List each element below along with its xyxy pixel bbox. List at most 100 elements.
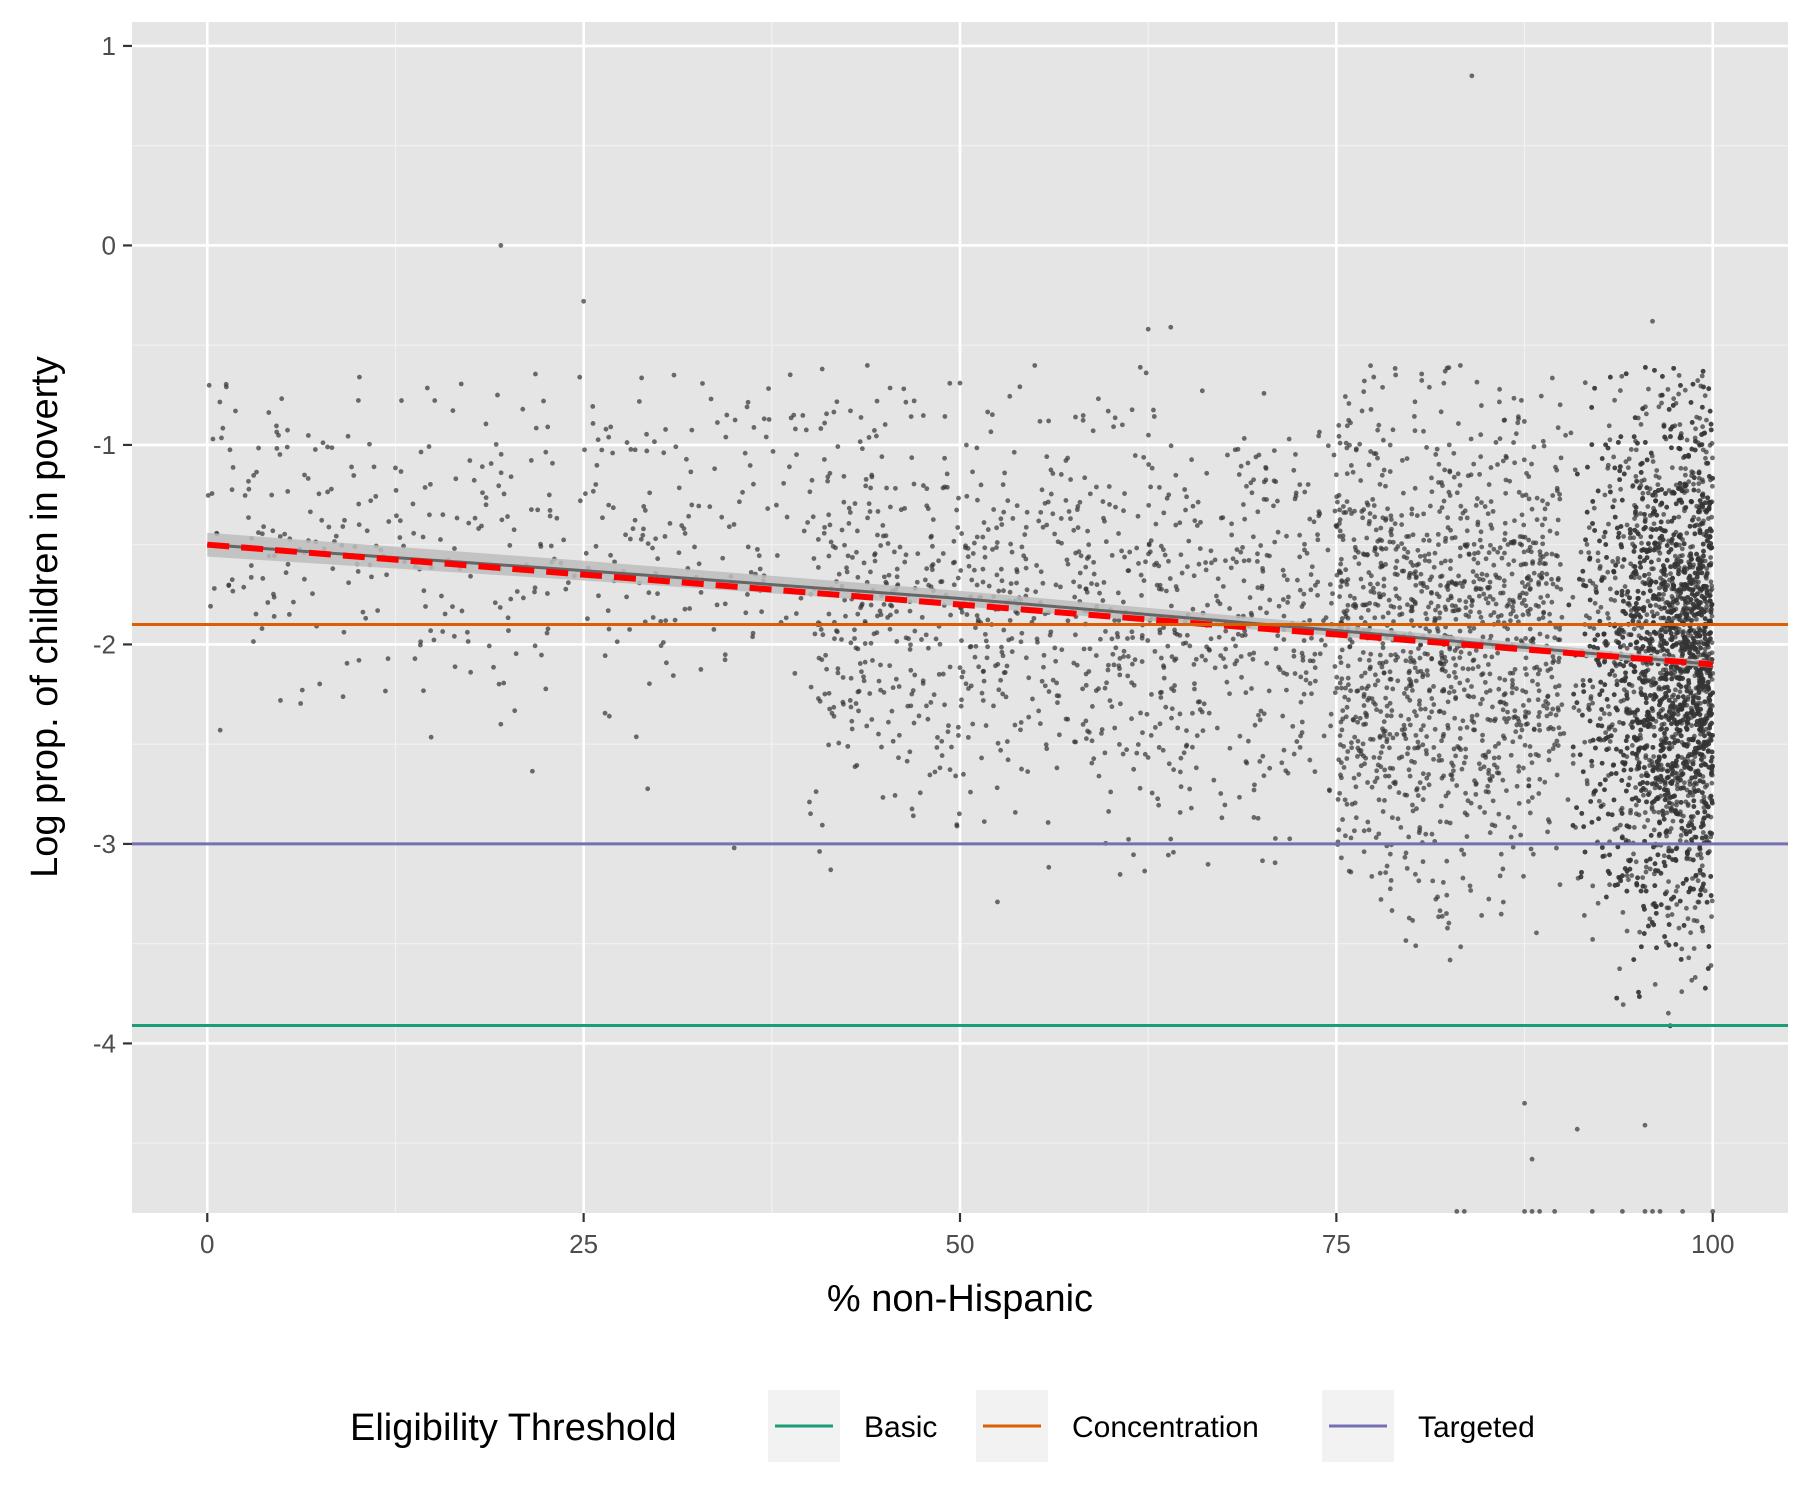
data-point bbox=[1000, 482, 1006, 488]
data-point bbox=[496, 483, 502, 489]
data-point bbox=[942, 414, 948, 419]
data-point bbox=[1416, 561, 1421, 567]
data-point bbox=[1559, 614, 1565, 620]
data-point bbox=[217, 727, 223, 733]
data-point bbox=[1080, 722, 1086, 727]
data-point bbox=[1103, 629, 1108, 634]
data-point bbox=[1626, 877, 1631, 883]
data-point bbox=[1509, 690, 1515, 696]
data-point bbox=[1526, 496, 1532, 502]
data-point bbox=[506, 628, 511, 634]
data-point bbox=[1185, 564, 1190, 570]
data-point bbox=[1338, 772, 1343, 778]
data-point bbox=[1341, 510, 1347, 515]
data-point bbox=[1611, 659, 1617, 665]
data-point bbox=[1089, 581, 1094, 586]
data-point bbox=[757, 566, 763, 572]
data-point bbox=[868, 602, 874, 608]
data-point bbox=[428, 734, 434, 740]
data-point bbox=[465, 639, 471, 644]
data-point bbox=[1657, 550, 1663, 556]
data-point bbox=[904, 758, 910, 764]
data-point bbox=[1365, 607, 1371, 613]
data-point bbox=[312, 447, 318, 452]
data-point bbox=[1399, 457, 1405, 463]
data-point bbox=[917, 790, 923, 796]
data-point bbox=[1387, 676, 1393, 682]
data-point bbox=[1122, 491, 1127, 496]
data-point bbox=[1197, 546, 1203, 552]
data-point bbox=[1673, 687, 1678, 693]
data-point bbox=[1173, 522, 1179, 528]
data-point bbox=[1397, 612, 1403, 618]
data-point bbox=[988, 429, 994, 435]
data-point bbox=[1140, 730, 1145, 736]
data-point bbox=[1453, 675, 1459, 680]
data-point bbox=[1588, 694, 1594, 699]
data-point bbox=[1463, 605, 1469, 611]
data-point bbox=[1105, 667, 1111, 673]
data-point bbox=[807, 489, 813, 495]
data-point bbox=[1468, 888, 1474, 893]
data-point bbox=[1605, 465, 1611, 471]
data-point bbox=[1646, 792, 1651, 797]
data-point bbox=[923, 632, 929, 638]
data-point bbox=[1501, 583, 1507, 589]
data-point bbox=[1388, 513, 1394, 519]
data-point bbox=[698, 590, 704, 595]
data-point bbox=[1661, 591, 1666, 597]
data-point bbox=[930, 543, 935, 549]
data-point bbox=[1479, 500, 1484, 505]
data-point bbox=[1387, 539, 1393, 545]
data-point bbox=[817, 849, 822, 854]
data-point bbox=[1298, 699, 1304, 705]
data-point bbox=[1058, 516, 1064, 521]
data-point bbox=[1467, 628, 1473, 634]
data-point bbox=[932, 769, 938, 775]
data-point bbox=[1602, 492, 1608, 498]
data-point bbox=[1300, 657, 1306, 663]
data-point bbox=[271, 591, 276, 597]
data-point bbox=[1340, 504, 1346, 509]
data-point bbox=[544, 630, 550, 636]
data-point bbox=[848, 640, 854, 646]
data-point bbox=[1671, 396, 1677, 402]
data-point bbox=[1381, 670, 1387, 676]
data-point bbox=[974, 445, 980, 451]
data-point bbox=[1198, 519, 1203, 525]
data-point bbox=[1479, 571, 1485, 577]
data-point bbox=[1669, 912, 1675, 917]
data-point bbox=[1508, 611, 1514, 617]
data-point bbox=[1342, 394, 1348, 399]
data-point bbox=[1464, 528, 1470, 534]
data-point bbox=[1073, 414, 1078, 420]
data-point bbox=[1424, 445, 1429, 450]
data-point bbox=[925, 645, 931, 651]
data-point bbox=[1166, 492, 1172, 498]
data-point bbox=[1437, 708, 1443, 714]
data-point bbox=[1382, 767, 1388, 773]
data-point bbox=[1462, 508, 1468, 514]
data-point bbox=[424, 385, 430, 391]
data-point bbox=[1052, 645, 1058, 651]
data-point bbox=[663, 618, 669, 623]
data-point bbox=[927, 772, 933, 778]
data-point bbox=[866, 435, 872, 440]
data-point bbox=[1189, 457, 1194, 463]
data-point bbox=[1540, 534, 1546, 540]
data-point bbox=[316, 491, 322, 497]
data-point bbox=[1357, 441, 1363, 447]
data-point bbox=[655, 556, 661, 562]
data-point bbox=[1093, 653, 1099, 658]
data-point bbox=[1558, 586, 1564, 592]
data-point bbox=[1490, 508, 1496, 514]
data-point bbox=[1708, 555, 1714, 560]
data-point bbox=[751, 425, 757, 430]
data-point bbox=[868, 640, 874, 646]
data-point bbox=[1405, 549, 1411, 555]
data-point bbox=[1141, 578, 1147, 583]
data-point bbox=[1361, 691, 1367, 697]
data-point bbox=[440, 512, 446, 518]
data-point bbox=[1178, 755, 1184, 761]
data-point bbox=[545, 591, 550, 596]
